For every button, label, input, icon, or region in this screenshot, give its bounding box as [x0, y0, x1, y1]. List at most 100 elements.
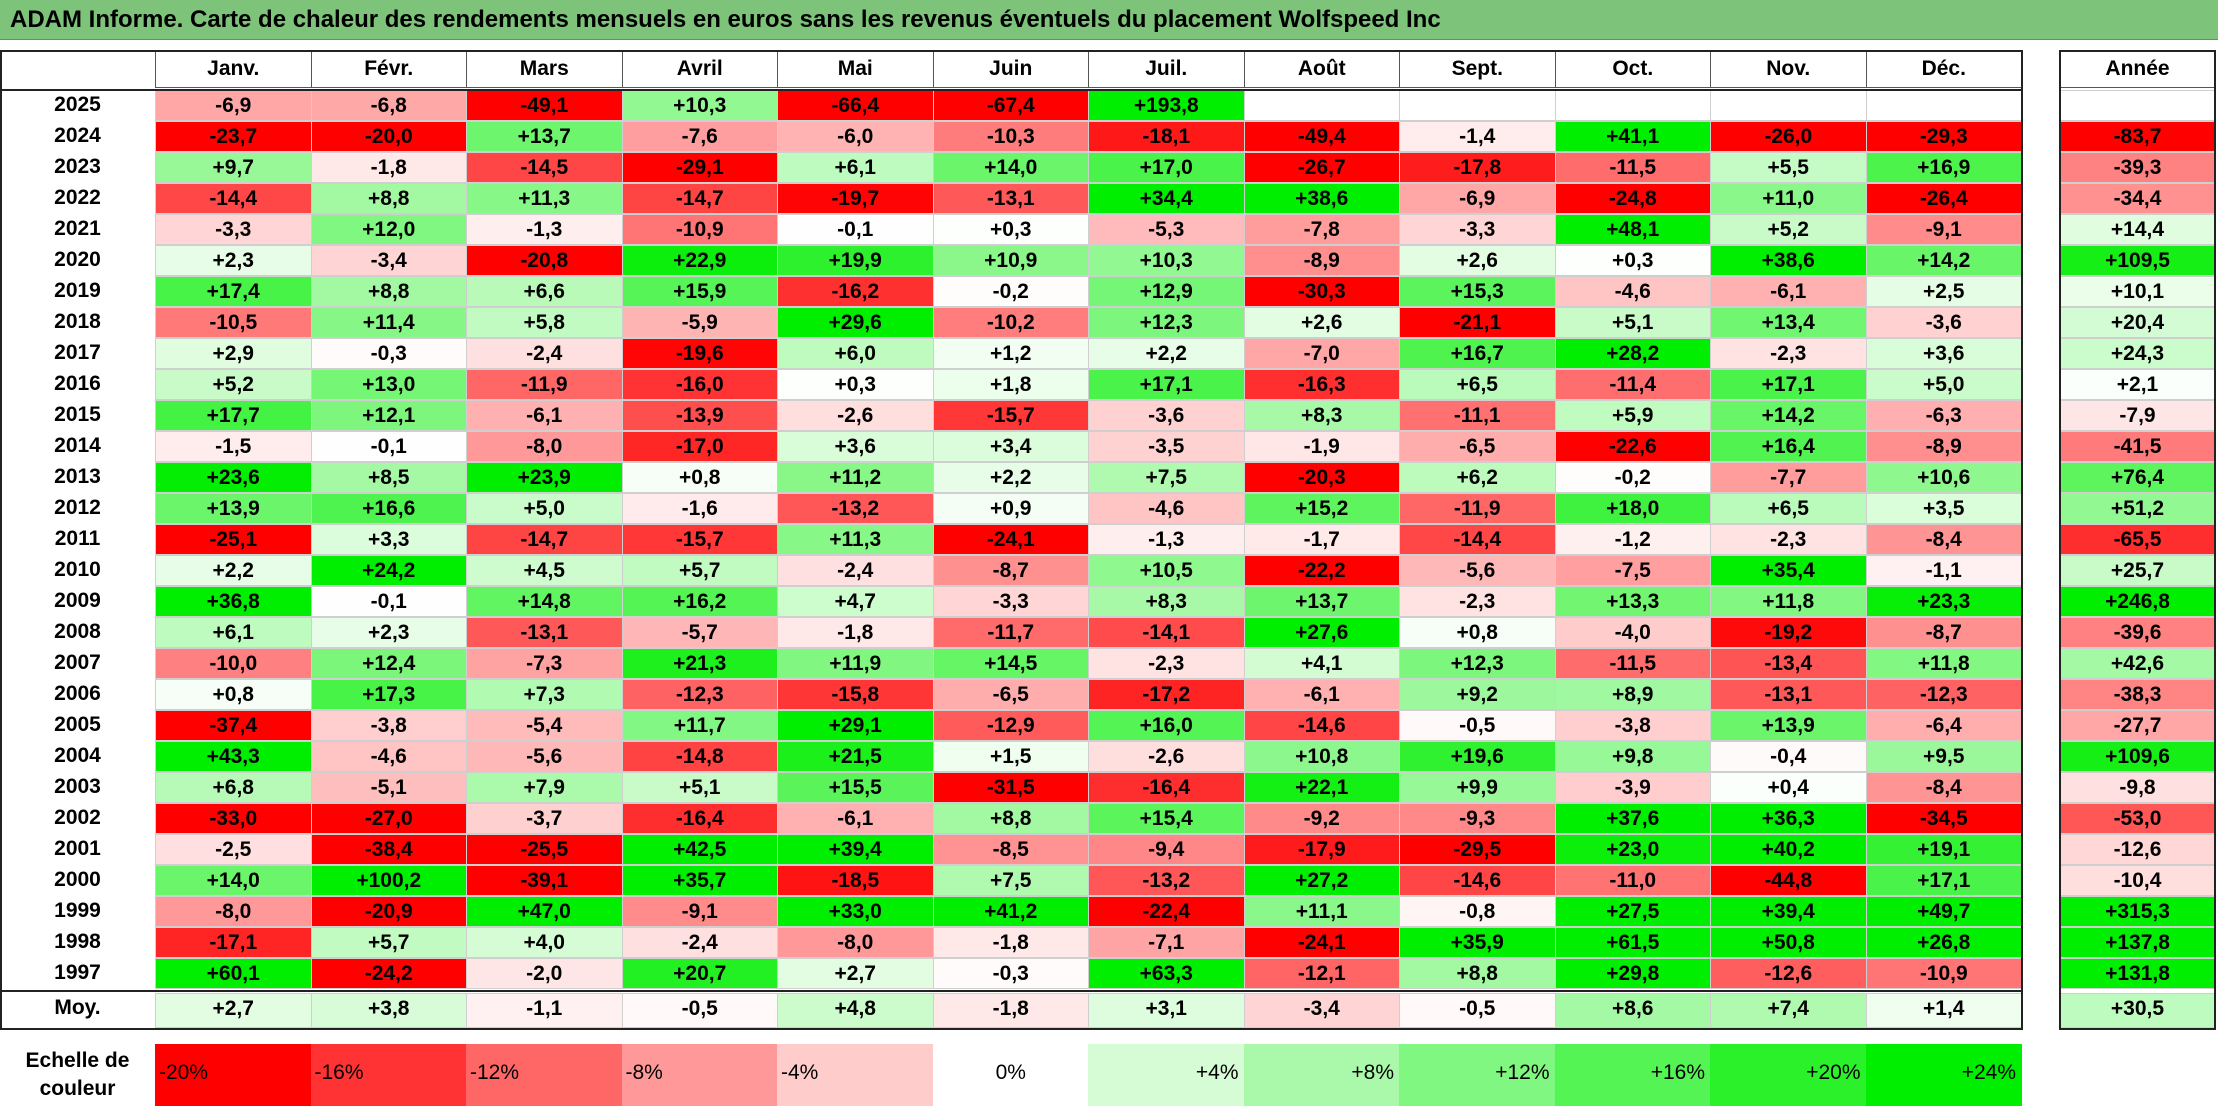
heatmap-cell: -30,3 — [1243, 276, 1400, 307]
heatmap-cell: -0,3 — [932, 958, 1089, 989]
heatmap-cell: +17,0 — [1088, 152, 1245, 183]
heatmap-cell: -1,3 — [1088, 524, 1245, 555]
heatmap-cell: +5,9 — [1554, 400, 1711, 431]
heatmap-cell: -10,0 — [155, 648, 312, 679]
heatmap-cell: +29,8 — [1554, 958, 1711, 989]
heatmap-cell: +3,6 — [1865, 338, 2022, 369]
heatmap-cell: +23,9 — [466, 462, 623, 493]
heatmap-cell: +20,7 — [621, 958, 778, 989]
heatmap-cell: -6,9 — [155, 90, 312, 121]
heatmap-cell: -4,6 — [1554, 276, 1711, 307]
year-column-header: Année — [2060, 50, 2215, 88]
row-year-label: 2017 — [54, 341, 101, 364]
heatmap-cell: +3,4 — [932, 431, 1089, 462]
heatmap-cell: -24,8 — [1554, 183, 1711, 214]
heatmap-cell: -11,1 — [1399, 400, 1556, 431]
heatmap-cell: -0,1 — [777, 214, 934, 245]
column-header: Mars — [466, 50, 623, 88]
column-header: Sept. — [1399, 50, 1556, 88]
heatmap-cell: +0,4 — [1710, 772, 1867, 803]
heatmap-cell: -4,6 — [310, 741, 467, 772]
heatmap-cell: +1,5 — [932, 741, 1089, 772]
heatmap-cell: -6,3 — [1865, 400, 2022, 431]
heatmap-cell: +27,5 — [1554, 896, 1711, 927]
heatmap-cell: -13,2 — [777, 493, 934, 524]
year-total-cell: +25,7 — [2060, 555, 2215, 586]
row-year-label: 2004 — [54, 744, 101, 767]
heatmap-cell: +2,2 — [932, 462, 1089, 493]
heatmap-cell: -1,7 — [1243, 524, 1400, 555]
heatmap-cell: +12,3 — [1088, 307, 1245, 338]
column-header: Mai — [777, 50, 934, 88]
color-scale-swatch: +24% — [1865, 1044, 2022, 1106]
heatmap-cell: +13,7 — [1243, 586, 1400, 617]
row-year-label: 1998 — [54, 930, 101, 953]
heatmap-cell: -13,9 — [621, 400, 778, 431]
heatmap-cell: -11,5 — [1554, 152, 1711, 183]
heatmap-cell: -24,1 — [932, 524, 1089, 555]
heatmap-cell: +2,2 — [155, 555, 312, 586]
heatmap-cell: -3,6 — [1088, 400, 1245, 431]
year-total-cell: -34,4 — [2060, 183, 2215, 214]
row-year-label: 2011 — [54, 527, 101, 550]
heatmap-cell: +21,3 — [621, 648, 778, 679]
heatmap-cell: -6,1 — [1710, 276, 1867, 307]
color-scale-swatch: +16% — [1554, 1044, 1711, 1106]
heatmap-cell: +17,4 — [155, 276, 312, 307]
heatmap-cell: -23,7 — [155, 121, 312, 152]
heatmap-cell: -7,0 — [1243, 338, 1400, 369]
table-rule — [0, 89, 2023, 91]
heatmap-cell: -14,1 — [1088, 617, 1245, 648]
heatmap-cell: +4,1 — [1243, 648, 1400, 679]
heatmap-cell: +3,6 — [777, 431, 934, 462]
heatmap-cell: +16,7 — [1399, 338, 1556, 369]
heatmap-cell: -0,1 — [310, 431, 467, 462]
heatmap-cell: +34,4 — [1088, 183, 1245, 214]
average-cell: -0,5 — [1399, 993, 1556, 1028]
heatmap-cell: -2,4 — [621, 927, 778, 958]
row-year-label: 2008 — [54, 620, 101, 643]
heatmap-cell: +5,7 — [621, 555, 778, 586]
heatmap-cell: -6,5 — [932, 679, 1089, 710]
heatmap-cell: +8,5 — [310, 462, 467, 493]
heatmap-cell: -2,3 — [1710, 338, 1867, 369]
heatmap-cell: -5,6 — [1399, 555, 1556, 586]
heatmap-cell: -11,0 — [1554, 865, 1711, 896]
heatmap-cell: -16,2 — [777, 276, 934, 307]
year-total-cell: -12,6 — [2060, 834, 2215, 865]
average-cell: -1,8 — [932, 993, 1089, 1028]
row-year-label: 2015 — [54, 403, 101, 426]
heatmap-cell: -1,3 — [466, 214, 623, 245]
heatmap-cell: +19,6 — [1399, 741, 1556, 772]
heatmap-cell: +6,1 — [777, 152, 934, 183]
heatmap-cell: +19,9 — [777, 245, 934, 276]
heatmap-cell: +0,8 — [1399, 617, 1556, 648]
heatmap-cell: -12,9 — [932, 710, 1089, 741]
column-header: Avril — [621, 50, 778, 88]
average-cell: -1,1 — [466, 993, 623, 1028]
heatmap-cell: -26,4 — [1865, 183, 2022, 214]
heatmap-cell: +3,5 — [1865, 493, 2022, 524]
heatmap-cell: +14,0 — [932, 152, 1089, 183]
heatmap-cell: -1,8 — [777, 617, 934, 648]
year-total-cell: +76,4 — [2060, 462, 2215, 493]
heatmap-cell: -67,4 — [932, 90, 1089, 121]
heatmap-cell: -1,5 — [155, 431, 312, 462]
heatmap-cell: +35,7 — [621, 865, 778, 896]
heatmap-cell: -38,4 — [310, 834, 467, 865]
heatmap-cell: -12,3 — [621, 679, 778, 710]
heatmap-cell: +11,8 — [1710, 586, 1867, 617]
heatmap-cell: +18,0 — [1554, 493, 1711, 524]
heatmap-cell: +5,0 — [466, 493, 623, 524]
heatmap-cell: -10,9 — [1865, 958, 2022, 989]
heatmap-cell: +3,3 — [310, 524, 467, 555]
year-total-cell — [2060, 90, 2215, 121]
column-header: Févr. — [310, 50, 467, 88]
heatmap-cell: +7,5 — [1088, 462, 1245, 493]
heatmap-cell: -18,1 — [1088, 121, 1245, 152]
heatmap-cell: +6,5 — [1710, 493, 1867, 524]
heatmap-cell: +27,2 — [1243, 865, 1400, 896]
heatmap-cell: -34,5 — [1865, 803, 2022, 834]
heatmap-cell: -4,0 — [1554, 617, 1711, 648]
heatmap-cell: +15,5 — [777, 772, 934, 803]
